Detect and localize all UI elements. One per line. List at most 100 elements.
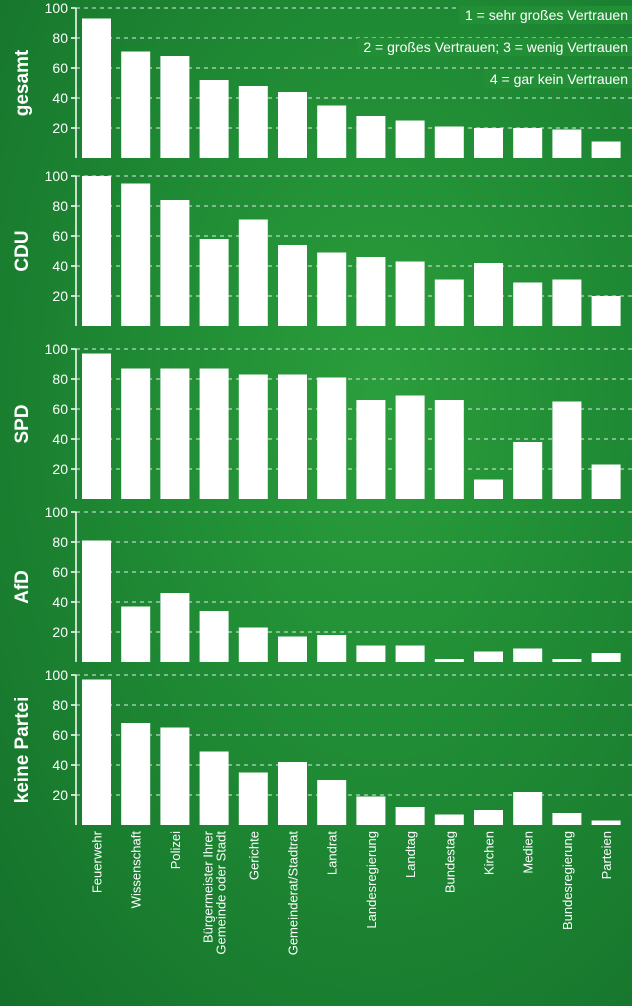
- y-tick-label: 40: [52, 594, 68, 610]
- bar: [434, 814, 464, 825]
- x-tick-label: Landesregierung: [364, 831, 379, 929]
- bar: [513, 128, 543, 158]
- bar: [121, 51, 151, 158]
- panel-gesamt: 20 40 60 80 100 gesamt: [12, 0, 632, 158]
- x-tick-label: Bundesregierung: [560, 831, 575, 930]
- bar: [317, 252, 347, 326]
- bar: [199, 368, 229, 499]
- bar: [82, 176, 111, 326]
- bar: [474, 128, 503, 158]
- bar: [434, 126, 464, 158]
- legend-background: [458, 6, 632, 24]
- y-tick-label: 100: [45, 341, 69, 357]
- y-tick-label: 20: [52, 120, 68, 136]
- bar: [552, 401, 582, 499]
- y-tick-label: 100: [45, 667, 69, 683]
- bar: [238, 219, 268, 326]
- bar: [317, 635, 347, 662]
- x-tick-label: Feuerwehr: [90, 830, 105, 893]
- panel-label: CDU: [12, 230, 33, 271]
- bar: [591, 820, 621, 825]
- bar: [121, 368, 151, 499]
- bar: [513, 648, 543, 662]
- bar: [356, 257, 386, 326]
- y-tick-label: 20: [52, 288, 68, 304]
- bar: [591, 653, 621, 662]
- bar: [82, 540, 111, 662]
- bar: [591, 296, 621, 326]
- bar: [82, 353, 111, 499]
- bar: [121, 606, 151, 662]
- y-tick-label: 60: [52, 228, 68, 244]
- x-tick-label: Kirchen: [482, 831, 497, 875]
- legend-entry: 2 = großes Vertrauen; 3 = wenig Vertraue…: [363, 39, 628, 55]
- y-tick-label: 40: [52, 431, 68, 447]
- x-tick-label: Landrat: [325, 831, 340, 875]
- bar: [199, 611, 229, 662]
- bar: [395, 395, 425, 499]
- bar: [238, 374, 268, 499]
- bar: [434, 279, 464, 326]
- bar: [395, 807, 425, 825]
- legend-background: [483, 70, 632, 88]
- bar: [238, 772, 268, 825]
- bar: [434, 400, 464, 499]
- panel-label: AfD: [12, 570, 33, 604]
- bar: [356, 645, 386, 662]
- bar: [199, 80, 229, 158]
- x-tick-label: Bundestag: [442, 831, 457, 893]
- x-tick-label: Wissenschaft: [129, 831, 144, 909]
- panel-keine-partei: 20 40 60 80 100 keine Partei: [12, 667, 632, 825]
- x-tick-label: Gerichte: [246, 831, 261, 880]
- panel-label: keine Partei: [12, 697, 33, 804]
- bar: [552, 279, 582, 326]
- bar: [317, 105, 347, 158]
- bar: [199, 751, 229, 825]
- panel-spd: 20 40 60 80 100 SPD: [12, 341, 632, 499]
- y-tick-label: 80: [52, 371, 68, 387]
- y-tick-label: 80: [52, 534, 68, 550]
- bar: [317, 377, 347, 499]
- y-tick-label: 60: [52, 564, 68, 580]
- x-tick-label: Bürgermeister Ihrer: [201, 830, 216, 943]
- panel-label: gesamt: [12, 49, 33, 116]
- bar: [121, 723, 151, 825]
- bar: [474, 810, 503, 825]
- bar: [513, 792, 543, 825]
- x-tick-label: Gemeinde oder Stadt: [214, 831, 229, 955]
- bar: [356, 116, 386, 158]
- bar: [552, 129, 582, 158]
- y-tick-label: 20: [52, 787, 68, 803]
- bar: [591, 141, 621, 158]
- y-tick-label: 100: [45, 168, 69, 184]
- bar: [552, 813, 582, 825]
- y-tick-label: 20: [52, 461, 68, 477]
- y-tick-label: 60: [52, 401, 68, 417]
- bar: [474, 263, 503, 326]
- y-tick-label: 40: [52, 258, 68, 274]
- bar: [317, 780, 347, 825]
- bar: [160, 727, 190, 825]
- bar: [395, 645, 425, 662]
- bar: [474, 479, 503, 499]
- bar: [278, 92, 307, 158]
- bar: [278, 762, 307, 825]
- y-tick-label: 80: [52, 30, 68, 46]
- legend-entry: 1 = sehr großes Vertrauen: [465, 7, 628, 23]
- bar: [160, 593, 190, 662]
- y-tick-label: 60: [52, 60, 68, 76]
- bar: [552, 659, 582, 662]
- y-tick-label: 40: [52, 90, 68, 106]
- panel-afd: 20 40 60 80 100 AfD: [12, 504, 632, 662]
- bar: [591, 464, 621, 499]
- bar: [395, 261, 425, 326]
- bar: [238, 627, 268, 662]
- bar: [160, 56, 190, 158]
- bar: [199, 239, 229, 326]
- bar: [513, 442, 543, 499]
- x-tick-label: Polizei: [168, 831, 183, 869]
- y-tick-label: 20: [52, 624, 68, 640]
- bar: [278, 374, 307, 499]
- bar: [160, 200, 190, 326]
